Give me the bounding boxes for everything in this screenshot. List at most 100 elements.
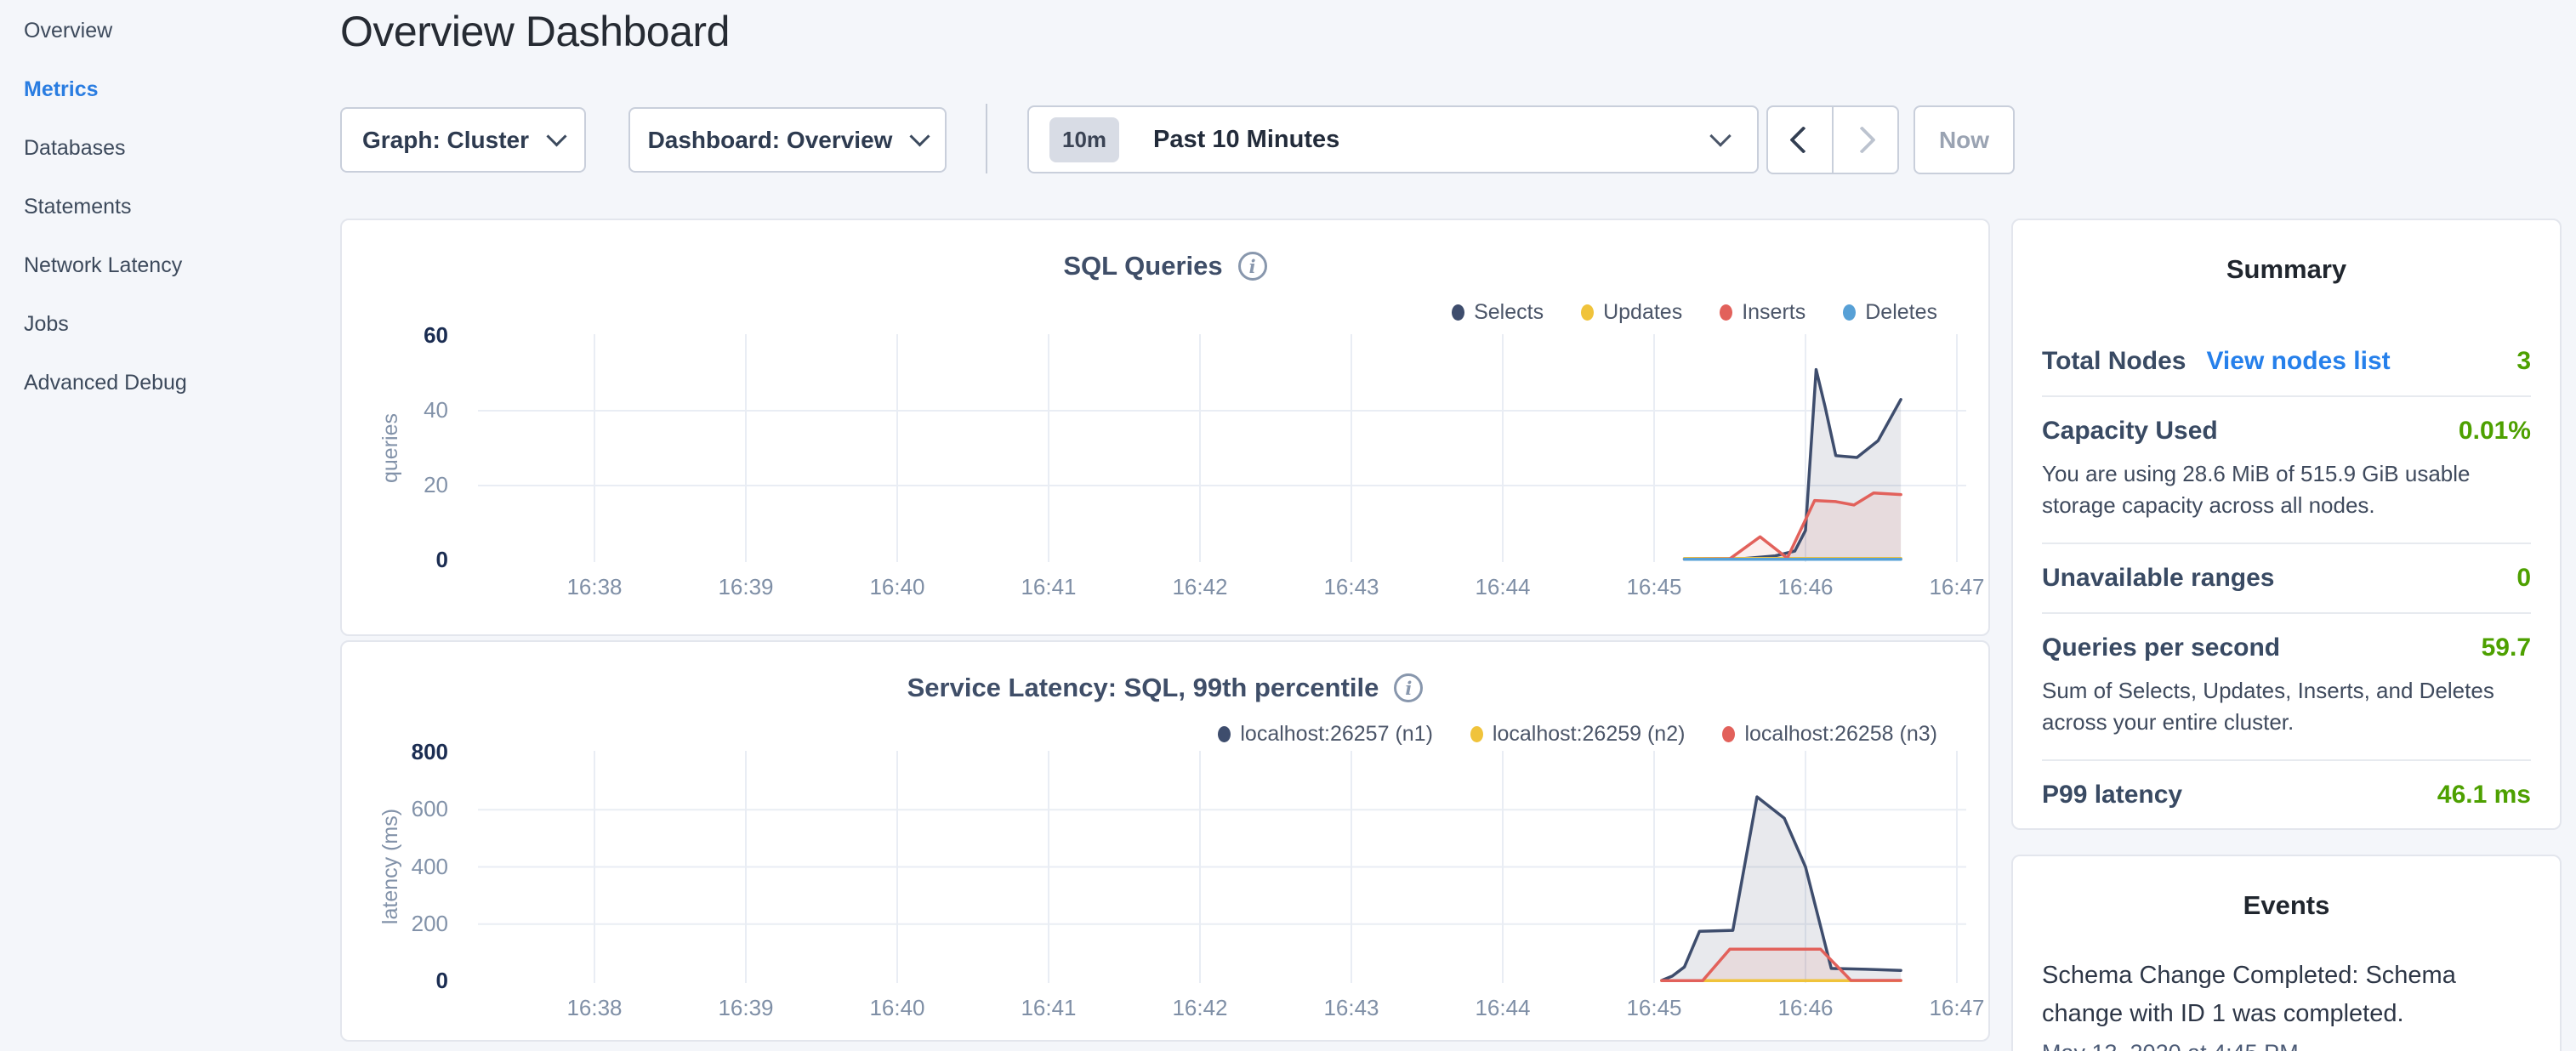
event-text: Schema Change Completed: Schema change w… xyxy=(2042,957,2531,1033)
chart-title-row: Service Latency: SQL, 99th percentile i xyxy=(342,673,1988,703)
summary-row-total-nodes: Total Nodes View nodes list 3 xyxy=(2042,327,2531,397)
time-back-button[interactable] xyxy=(1768,107,1834,173)
app-root: Overview Metrics Databases Statements Ne… xyxy=(0,0,2576,1051)
legend-dot-icon xyxy=(1452,304,1464,321)
x-tick-label: 16:44 xyxy=(1452,574,1554,600)
x-tick-label: 16:41 xyxy=(998,995,1100,1021)
summary-row-label: P99 latency xyxy=(2042,781,2182,810)
summary-row-desc: Sum of Selects, Updates, Inserts, and De… xyxy=(2042,675,2531,738)
legend-label: Inserts xyxy=(1742,300,1805,325)
x-tick-label: 16:42 xyxy=(1149,995,1251,1021)
x-tick-label: 16:39 xyxy=(695,995,797,1021)
sidebar-item-advanced-debug[interactable]: Advanced Debug xyxy=(0,354,340,412)
chart-title-row: SQL Queries i xyxy=(342,251,1988,281)
chart-plot-svg xyxy=(478,748,1966,995)
y-tick-label: 20 xyxy=(367,472,448,498)
summary-row-label: Unavailable ranges xyxy=(2042,564,2274,593)
chevron-left-icon xyxy=(1789,126,1817,154)
x-tick-label: 16:39 xyxy=(695,574,797,600)
dashboard-dropdown-label: Dashboard: Overview xyxy=(648,127,893,154)
summary-row-value: 46.1 ms xyxy=(2437,781,2531,810)
summary-row-queries-per-second: Queries per second 59.7 Sum of Selects, … xyxy=(2042,614,2531,761)
summary-row-value: 0 xyxy=(2516,564,2531,593)
y-tick-label: 0 xyxy=(367,547,448,573)
legend-label: localhost:26259 (n2) xyxy=(1493,722,1686,747)
events-panel: Events Schema Change Completed: Schema c… xyxy=(2011,855,2562,1051)
summary-title: Summary xyxy=(2042,254,2531,285)
info-icon[interactable]: i xyxy=(1394,673,1423,702)
time-forward-button[interactable] xyxy=(1834,107,1897,173)
graph-scope-dropdown[interactable]: Graph: Cluster xyxy=(340,107,586,173)
summary-row-value: 3 xyxy=(2516,347,2531,376)
chart-legend: localhost:26257 (n1) localhost:26259 (n2)… xyxy=(1218,722,1937,747)
legend-label: localhost:26257 (n1) xyxy=(1240,722,1433,747)
x-tick-label: 16:47 xyxy=(1906,995,2008,1021)
sql-queries-chart-panel: SQL Queries i SelectsUpdatesInsertsDelet… xyxy=(340,219,1990,636)
legend-item: Updates xyxy=(1581,300,1682,325)
legend-label: localhost:26258 (n3) xyxy=(1744,722,1937,747)
x-tick-label: 16:45 xyxy=(1603,574,1705,600)
x-tick-label: 16:45 xyxy=(1603,995,1705,1021)
legend-dot-icon xyxy=(1722,726,1735,742)
legend-dot-icon xyxy=(1843,304,1856,321)
event-item[interactable]: Schema Change Completed: Schema change w… xyxy=(2042,957,2531,1051)
sidebar-item-overview[interactable]: Overview xyxy=(0,2,340,60)
sidebar-item-statements[interactable]: Statements xyxy=(0,178,340,236)
chevron-down-icon xyxy=(1709,125,1731,146)
info-icon[interactable]: i xyxy=(1238,252,1267,281)
summary-row-label: Queries per second xyxy=(2042,633,2280,662)
x-tick-label: 16:38 xyxy=(543,574,645,600)
y-tick-label: 60 xyxy=(367,322,448,349)
summary-row-label: Total Nodes xyxy=(2042,347,2186,376)
legend-dot-icon xyxy=(1720,304,1732,321)
summary-row-desc: You are using 28.6 MiB of 515.9 GiB usab… xyxy=(2042,458,2531,521)
x-tick-label: 16:44 xyxy=(1452,995,1554,1021)
legend-item: Inserts xyxy=(1720,300,1805,325)
summary-rows: Total Nodes View nodes list 3 Capacity U… xyxy=(2042,327,2531,829)
x-tick-label: 16:46 xyxy=(1754,995,1857,1021)
legend-label: Updates xyxy=(1603,300,1682,325)
chart-plot-svg xyxy=(478,331,1966,573)
summary-row-p99-latency: P99 latency 46.1 ms xyxy=(2042,761,2531,829)
time-range-badge: 10m xyxy=(1049,117,1119,162)
y-tick-label: 400 xyxy=(367,854,448,880)
time-window-pager xyxy=(1766,105,1899,174)
legend-item: localhost:26259 (n2) xyxy=(1470,722,1686,747)
toolbar-divider xyxy=(986,104,987,173)
events-title: Events xyxy=(2042,890,2531,921)
sidebar: Overview Metrics Databases Statements Ne… xyxy=(0,2,340,412)
chevron-down-icon xyxy=(546,126,566,146)
chart-legend: SelectsUpdatesInsertsDeletes xyxy=(1452,300,1937,325)
y-axis-title: queries xyxy=(373,321,407,576)
graph-scope-dropdown-label: Graph: Cluster xyxy=(362,127,529,154)
y-tick-label: 200 xyxy=(367,911,448,937)
summary-row-value: 59.7 xyxy=(2482,633,2531,662)
now-button[interactable]: Now xyxy=(1914,105,2015,174)
chart-title: SQL Queries xyxy=(1063,251,1222,281)
sidebar-item-databases[interactable]: Databases xyxy=(0,119,340,178)
legend-dot-icon xyxy=(1470,726,1483,742)
time-range-dropdown[interactable]: 10m Past 10 Minutes xyxy=(1027,105,1759,173)
view-nodes-list-link[interactable]: View nodes list xyxy=(2206,347,2390,376)
summary-row-label: Capacity Used xyxy=(2042,417,2218,446)
x-tick-label: 16:43 xyxy=(1300,574,1402,600)
chevron-right-icon xyxy=(1848,126,1876,154)
x-tick-label: 16:40 xyxy=(846,574,948,600)
x-tick-label: 16:46 xyxy=(1754,574,1857,600)
x-tick-label: 16:41 xyxy=(998,574,1100,600)
legend-label: Selects xyxy=(1474,300,1544,325)
sidebar-item-metrics[interactable]: Metrics xyxy=(0,60,340,119)
legend-item: localhost:26258 (n3) xyxy=(1722,722,1937,747)
legend-dot-icon xyxy=(1581,304,1594,321)
sidebar-item-jobs[interactable]: Jobs xyxy=(0,295,340,354)
summary-panel: Summary Total Nodes View nodes list 3 Ca… xyxy=(2011,219,2562,830)
y-tick-label: 600 xyxy=(367,796,448,822)
x-tick-label: 16:43 xyxy=(1300,995,1402,1021)
summary-row-value: 0.01% xyxy=(2459,417,2531,446)
x-tick-label: 16:47 xyxy=(1906,574,2008,600)
x-tick-label: 16:40 xyxy=(846,995,948,1021)
dashboard-dropdown[interactable]: Dashboard: Overview xyxy=(628,107,947,173)
y-tick-label: 40 xyxy=(367,397,448,423)
sidebar-item-network-latency[interactable]: Network Latency xyxy=(0,236,340,295)
chevron-down-icon xyxy=(910,126,930,146)
